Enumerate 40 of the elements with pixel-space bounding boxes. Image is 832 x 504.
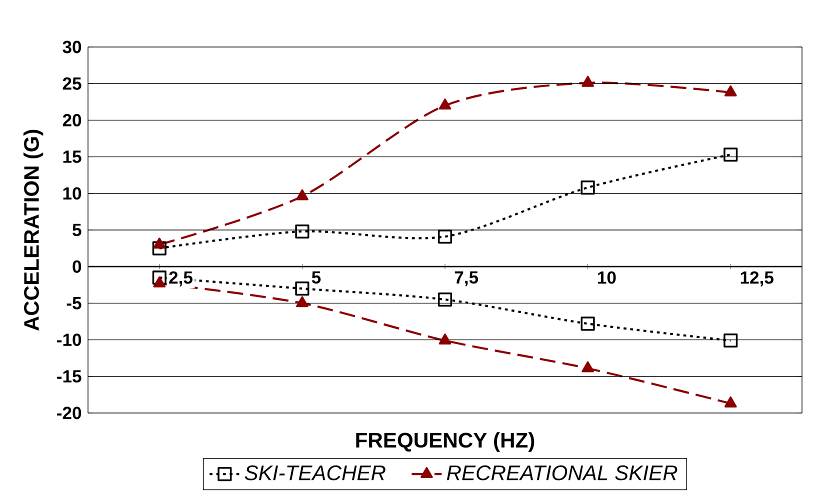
- y-tick-label: 10: [63, 187, 82, 200]
- y-tick-label: 20: [62, 114, 82, 126]
- point: [153, 276, 166, 288]
- y-tick-label: -20: [57, 406, 82, 420]
- point: [580, 180, 595, 195]
- y-tick-label: -10: [57, 334, 82, 346]
- point: [295, 282, 310, 296]
- x-tick-label: 10: [598, 271, 616, 284]
- point: [295, 224, 310, 238]
- y-tick-label: 30: [62, 40, 82, 54]
- x-tick-label: 5: [312, 271, 321, 284]
- point: [580, 316, 595, 331]
- x-axis-title: FREQUENCY (HZ): [356, 432, 534, 452]
- point: [438, 98, 452, 110]
- legend-label: RECREATIONAL SKIER: [446, 465, 678, 480]
- point: [438, 334, 452, 344]
- y-axis-title: ACCELERATION (G): [23, 130, 44, 331]
- point: [438, 292, 452, 307]
- point: [724, 148, 738, 162]
- point: [296, 189, 308, 200]
- y-tick-label: -5: [66, 297, 82, 310]
- point: [296, 296, 308, 308]
- point: [438, 230, 452, 244]
- point: [724, 85, 737, 96]
- y-tick-label: 5: [72, 224, 82, 236]
- x-tick-label: 12,5: [740, 271, 774, 286]
- point: [152, 270, 166, 285]
- x-tick-label: 2,5: [169, 271, 192, 286]
- y-tick-label: -15: [57, 370, 82, 383]
- point: [153, 238, 166, 249]
- point: [152, 241, 166, 256]
- point: [582, 361, 594, 372]
- y-tick-label: 0: [72, 260, 82, 273]
- x-tick-label: 7,5: [454, 271, 478, 286]
- point: [724, 334, 738, 348]
- y-tick-label: 15: [63, 150, 82, 163]
- y-tick-label: 25: [62, 77, 82, 90]
- point: [724, 396, 737, 408]
- legend-label: SKI-TEACHER: [244, 465, 386, 480]
- point: [582, 76, 594, 87]
